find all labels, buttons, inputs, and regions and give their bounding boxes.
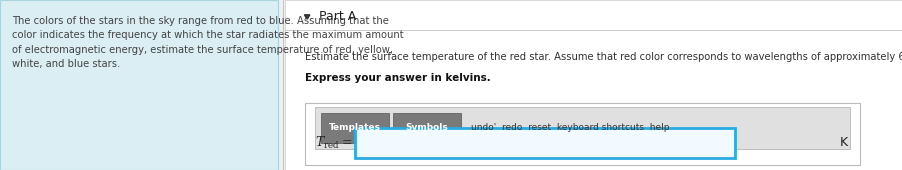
FancyBboxPatch shape — [305, 103, 860, 165]
Text: $T_{\mathrm{red}}=$: $T_{\mathrm{red}}=$ — [315, 134, 352, 151]
FancyBboxPatch shape — [321, 113, 389, 143]
FancyBboxPatch shape — [285, 0, 902, 170]
Text: Estimate the surface temperature of the red star. Assume that red color correspo: Estimate the surface temperature of the … — [305, 52, 902, 62]
Text: The colors of the stars in the sky range from red to blue. Assuming that the
col: The colors of the stars in the sky range… — [12, 16, 403, 69]
Text: Express your answer in kelvins.: Express your answer in kelvins. — [305, 73, 491, 83]
Text: Templates: Templates — [328, 123, 381, 132]
Text: Symbols: Symbols — [405, 123, 448, 132]
FancyBboxPatch shape — [354, 128, 734, 157]
Text: K: K — [839, 136, 847, 149]
FancyBboxPatch shape — [392, 113, 461, 143]
FancyBboxPatch shape — [315, 107, 849, 149]
Text: undo'  redo  reset  keyboard shortcuts  help: undo' redo reset keyboard shortcuts help — [471, 123, 669, 132]
Polygon shape — [304, 15, 309, 19]
FancyBboxPatch shape — [0, 0, 278, 170]
Text: Part A: Part A — [318, 10, 356, 22]
